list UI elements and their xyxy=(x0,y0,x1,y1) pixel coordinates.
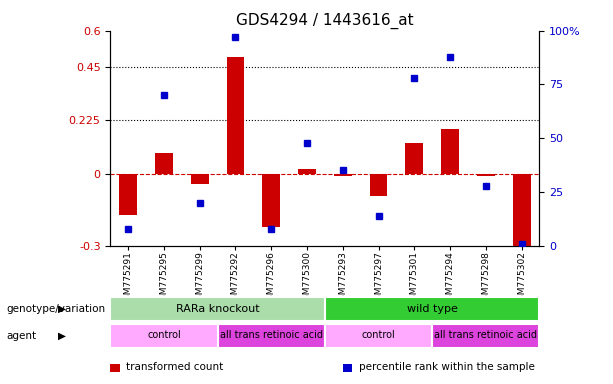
Bar xyxy=(110,324,218,348)
Bar xyxy=(441,129,459,174)
Text: control: control xyxy=(362,331,395,341)
Text: percentile rank within the sample: percentile rank within the sample xyxy=(359,362,535,372)
Text: transformed count: transformed count xyxy=(126,362,223,372)
Text: all trans retinoic acid: all trans retinoic acid xyxy=(434,331,538,341)
Text: ▶: ▶ xyxy=(58,331,66,341)
Text: RARa knockout: RARa knockout xyxy=(176,304,259,314)
Bar xyxy=(262,174,280,227)
Bar xyxy=(477,174,495,177)
Bar xyxy=(191,174,208,184)
Text: ▶: ▶ xyxy=(58,304,66,314)
Bar xyxy=(334,174,352,177)
Bar xyxy=(370,174,387,195)
Text: all trans retinoic acid: all trans retinoic acid xyxy=(219,331,323,341)
Bar xyxy=(405,143,423,174)
Text: genotype/variation: genotype/variation xyxy=(6,304,105,314)
Text: control: control xyxy=(147,331,181,341)
Bar xyxy=(110,297,325,321)
Bar xyxy=(218,324,325,348)
Bar xyxy=(155,152,173,174)
Bar xyxy=(325,297,539,321)
Text: agent: agent xyxy=(6,331,36,341)
Bar xyxy=(298,169,316,174)
Bar xyxy=(227,57,245,174)
Title: GDS4294 / 1443616_at: GDS4294 / 1443616_at xyxy=(236,13,414,29)
Bar xyxy=(432,324,539,348)
Text: wild type: wild type xyxy=(407,304,457,314)
Bar xyxy=(512,174,530,253)
Bar xyxy=(120,174,137,215)
Bar xyxy=(325,324,432,348)
